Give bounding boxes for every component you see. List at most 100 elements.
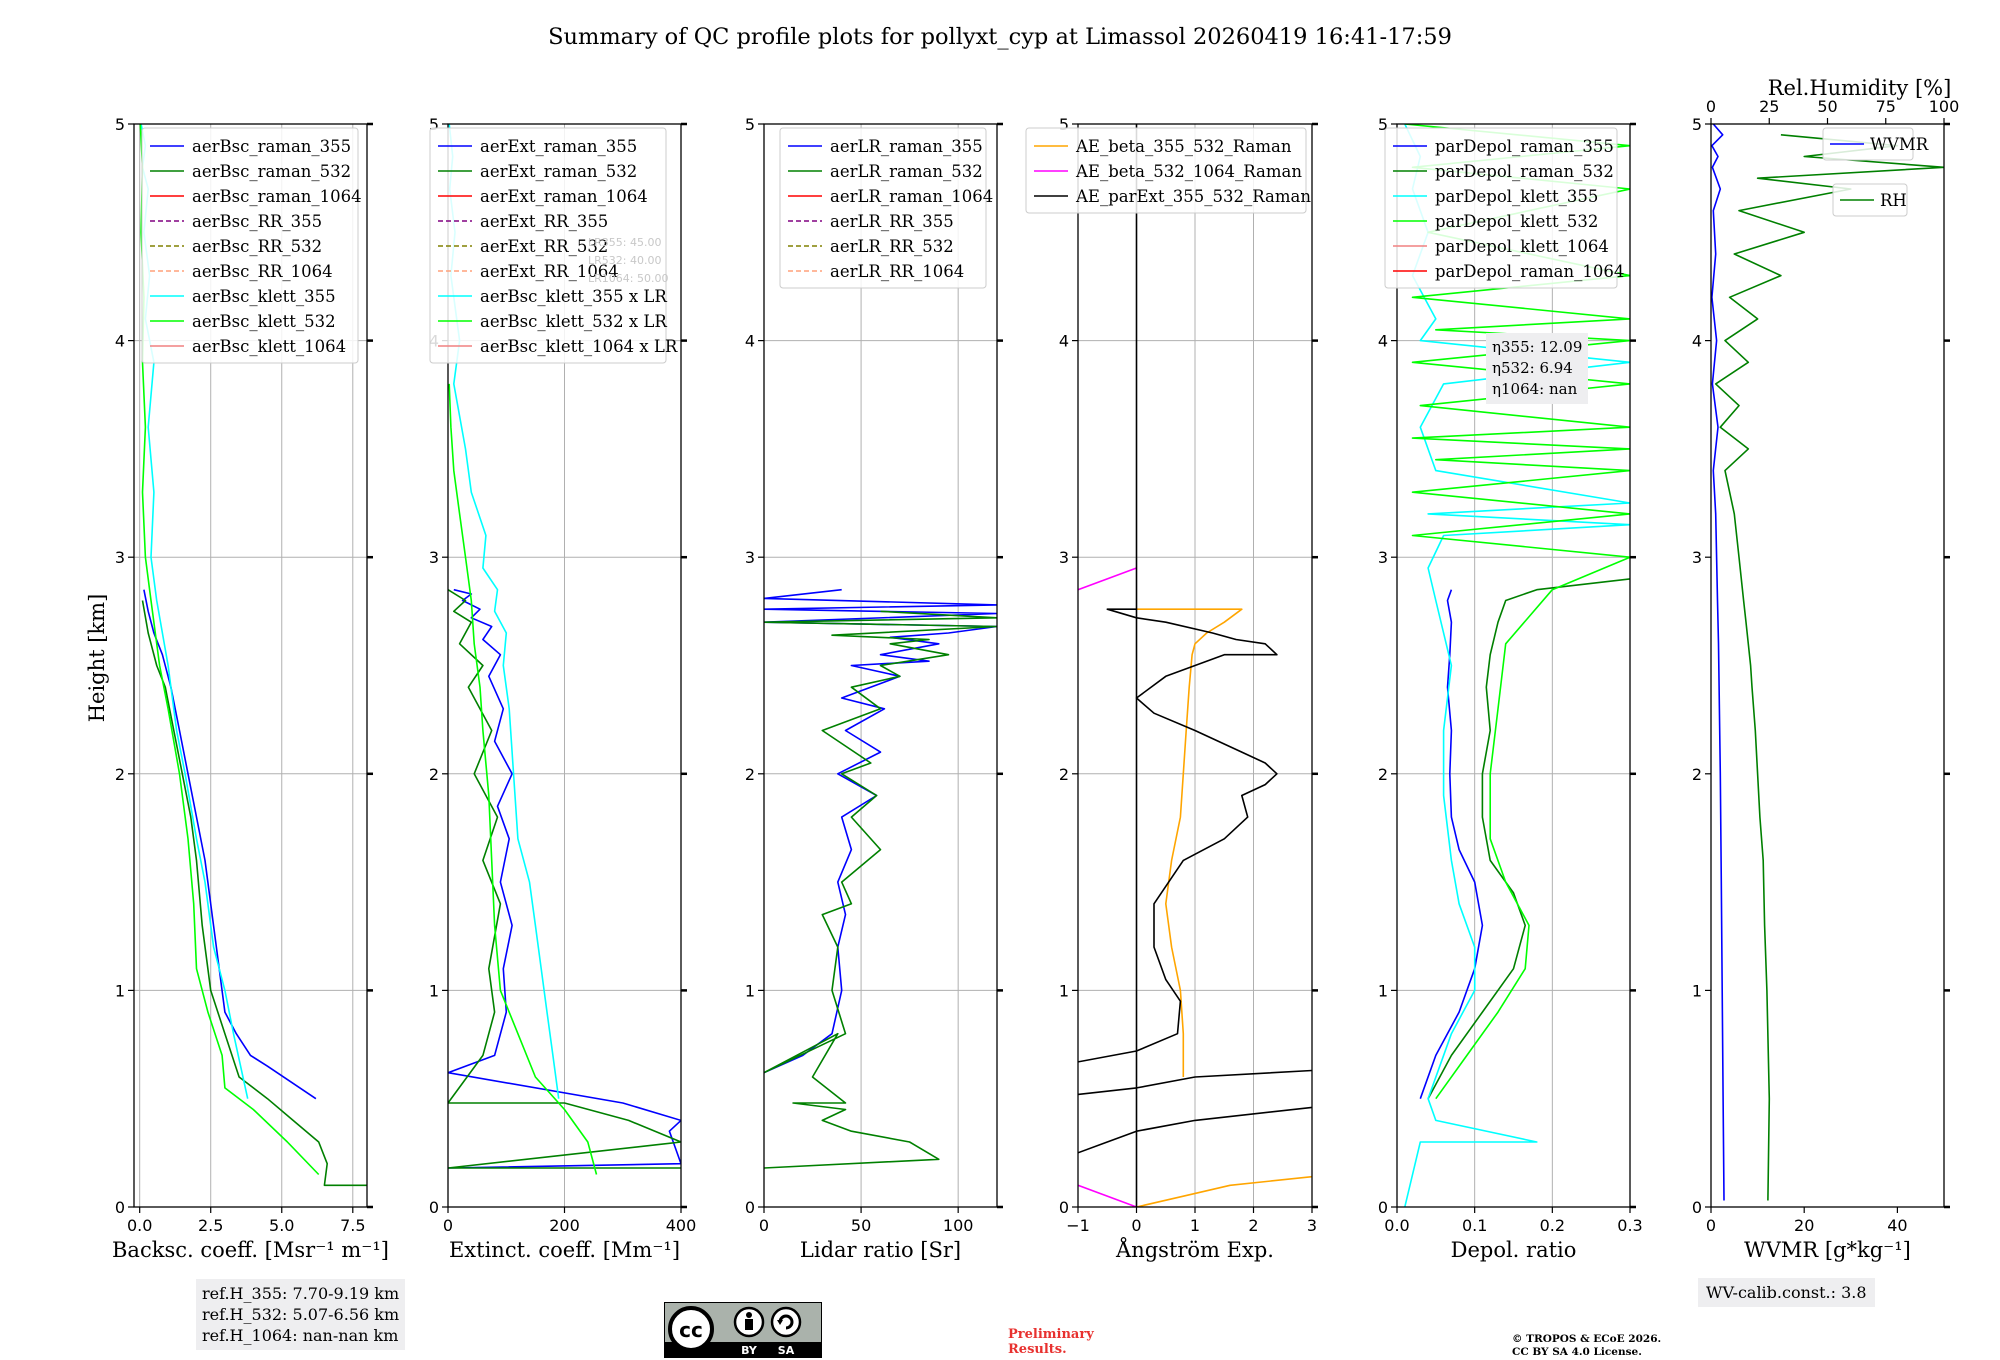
legend-label: aerBsc_klett_1064 x LR: [480, 337, 678, 356]
x-tick-label: 0.2: [1540, 1216, 1565, 1235]
eta-532: η532: 6.94: [1492, 359, 1573, 377]
y-tick-label: 3: [115, 548, 125, 567]
cc-icon: [668, 1306, 714, 1352]
legend-label: WVMR: [1870, 135, 1929, 154]
preliminary-line-1: Preliminary: [1008, 1327, 1094, 1342]
series-group: [764, 588, 997, 1169]
y-tick-label: 3: [1059, 548, 1069, 567]
series-line-aerExt_raman_355: [448, 588, 681, 1169]
y-tick-label: 0: [115, 1198, 125, 1217]
y-tick-label: 1: [115, 981, 125, 1000]
y-tick-label: 1: [1378, 981, 1388, 1000]
legend-label: aerExt_RR_355: [480, 212, 608, 231]
legend-label: aerLR_RR_532: [830, 237, 954, 256]
sa-label: SA: [778, 1344, 795, 1357]
legend-angstrom: AE_beta_355_532_Raman AE_beta_532_1064_Ra…: [1025, 127, 1311, 214]
sa-share-icon: [770, 1306, 802, 1338]
panel-extinction: 0200400012345Extinct. coeff. [Mm⁻¹]aerEx…: [429, 115, 696, 1262]
series-line-AE_beta_532_1064_Raman: [1078, 1184, 1137, 1207]
top-x-tick-label: 0: [1706, 97, 1716, 116]
y-tick-label: 3: [1378, 548, 1388, 567]
y-tick-label: 2: [115, 765, 125, 784]
x-tick-label: 0: [1131, 1216, 1141, 1235]
legend-label: aerBsc_RR_355: [192, 212, 322, 231]
legend-label: aerExt_raman_532: [480, 162, 637, 181]
y-tick-label: 4: [745, 332, 755, 351]
x-axis-label: WVMR [g*kg⁻¹]: [1744, 1238, 1911, 1262]
x-tick-label: 20: [1794, 1216, 1814, 1235]
legend-label: AE_parExt_355_532_Raman: [1075, 187, 1311, 206]
ref-height-532: ref.H_532: 5.07-6.56 km: [202, 1305, 400, 1324]
copyright-line-1: © TROPOS & ECoE 2026.: [1512, 1333, 1662, 1345]
legend-label: aerBsc_klett_1064: [192, 337, 346, 356]
y-tick-label: 2: [1059, 765, 1069, 784]
lr-532: LR532: 40.00: [588, 254, 662, 267]
legend-wvmr: WVMR: [1822, 127, 1929, 161]
y-tick-label: 5: [745, 115, 755, 134]
panel-water_vapor: 0 20 40 0 1 2 3 4 5 WVMR [g*kg⁻¹] 0 25 50 75 100Rel.Hu…: [1692, 76, 1959, 1262]
legend-label: parDepol_raman_355: [1435, 137, 1614, 156]
legend-label: aerLR_raman_1064: [830, 187, 993, 206]
axes-frame: [763, 123, 998, 1208]
legend-label: aerBsc_RR_1064: [192, 262, 333, 281]
panel-depolarization: 0.0 0.1 0.2 0.3 0 1 2 3 4 5 Depol. ratio parDepol_r…: [1378, 115, 1643, 1262]
legend-label: AE_beta_355_532_Raman: [1075, 137, 1292, 156]
lr-355: LR355: 45.00: [588, 236, 662, 249]
legend-label: aerExt_raman_355: [480, 137, 637, 156]
series-line-AE_parExt_355_532_Raman: [1078, 1106, 1312, 1154]
legend-label: aerBsc_klett_355: [192, 287, 336, 306]
x-axis-label: Extinct. coeff. [Mm⁻¹]: [449, 1238, 680, 1262]
eta-1064: η1064: nan: [1492, 380, 1578, 398]
x-tick-label: 0: [443, 1216, 453, 1235]
axes-frame: [1710, 123, 1945, 1208]
y-tick-label: 5: [115, 115, 125, 134]
legend-label: aerLR_RR_1064: [830, 262, 964, 281]
legend-label: parDepol_klett_1064: [1435, 237, 1609, 256]
x-tick-label: 7.5: [340, 1216, 365, 1235]
y-tick-label: 5: [1059, 115, 1069, 134]
series-line-AE_beta_355_532_Raman: [1136, 1175, 1312, 1207]
y-tick-label: 3: [429, 548, 439, 567]
series-group: [1711, 124, 1944, 1201]
x-axis-label: Ångström Exp.: [1115, 1237, 1274, 1262]
legend-label: aerBsc_klett_532 x LR: [480, 312, 667, 331]
y-tick-label: 1: [429, 981, 439, 1000]
legend-label: RH: [1880, 191, 1907, 210]
legend-lidar_ratio: aerLR_raman_355 aerLR_raman_532 aerLR_rama…: [779, 127, 993, 289]
series-line-aerLR_raman_532: [764, 610, 997, 1169]
series-line-parDepol_raman_532: [1427, 578, 1630, 1100]
y-tick-label: 3: [1692, 548, 1702, 567]
y-tick-label: 1: [1692, 981, 1702, 1000]
x-tick-label: 2.5: [198, 1216, 223, 1235]
y-tick-label: 1: [1059, 981, 1069, 1000]
legend-label: aerBsc_klett_355 x LR: [480, 287, 667, 306]
y-tick-label: 3: [745, 548, 755, 567]
legend-label: aerExt_RR_1064: [480, 262, 619, 281]
x-tick-label: 40: [1887, 1216, 1907, 1235]
y-tick-label: 4: [1059, 332, 1069, 351]
legend-extinction: aerExt_raman_355 aerExt_raman_532 aerExt_r…: [429, 127, 678, 364]
lidar-ratio-fixed-text: LR355: 45.00 LR532: 40.00 LR1064: 50.00: [588, 234, 668, 288]
cc-by-sa-license-badge[interactable]: cc BY SA: [664, 1302, 822, 1358]
top-x-tick-label: 50: [1817, 97, 1837, 116]
series-line-parDepol_raman_355: [1419, 589, 1484, 1099]
top-x-tick-label: 75: [1876, 97, 1896, 116]
panel-lidar_ratio: 0 50 100 0 1 2 3 4 5 Lidar ratio [Sr] aerLR_raman_…: [745, 115, 1003, 1262]
x-tick-label: 0: [1706, 1216, 1716, 1235]
series-line-aerExt_raman_532: [448, 589, 681, 1169]
eta-box: η355: 12.09 η532: 6.94 η1064: nan: [1486, 333, 1589, 404]
x-axis-label: Lidar ratio [Sr]: [800, 1238, 961, 1262]
lr-1064: LR1064: 50.00: [588, 272, 669, 285]
legend-backscatter: aerBsc_raman_355 aerBsc_raman_532 aerBsc_r…: [141, 127, 362, 364]
y-tick-label: 0: [745, 1198, 755, 1217]
panel-backscatter: 0.0 2.5 5.0 7.5 0 1 2 3 4 5 Backsc. coeff. [Msr⁻¹ …: [112, 115, 389, 1262]
x-tick-label: 50: [851, 1216, 871, 1235]
legend-label: parDepol_raman_1064: [1435, 262, 1624, 281]
copyright-note: © TROPOS & ECoE 2026. CC BY SA 4.0 Licen…: [1512, 1333, 1661, 1359]
x-tick-label: 0.0: [127, 1216, 152, 1235]
x-tick-label: −1: [1066, 1216, 1090, 1235]
y-tick-label: 4: [1378, 332, 1388, 351]
x-tick-label: 3: [1307, 1216, 1317, 1235]
ref-height-355: ref.H_355: 7.70-9.19 km: [202, 1284, 400, 1303]
